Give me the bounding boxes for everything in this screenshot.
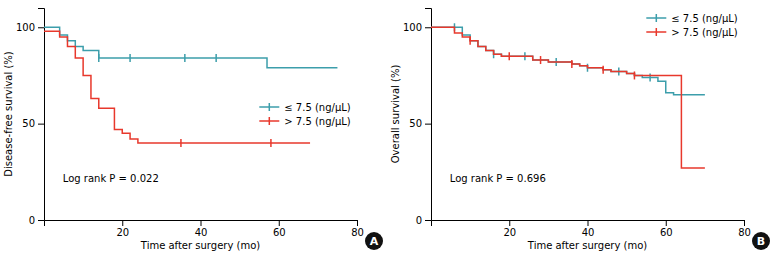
tick-label: 20 bbox=[116, 227, 129, 238]
panel-badge-circle bbox=[365, 232, 383, 250]
legend: ≤ 7.5 (ng/μL) > 7.5 (ng/μL) bbox=[646, 13, 738, 38]
tick-mark bbox=[425, 27, 431, 28]
annotation: Log rank P = 0.022 bbox=[63, 173, 159, 184]
tick-mark bbox=[666, 220, 667, 226]
survival-curve bbox=[44, 31, 310, 143]
tick-label: 20 bbox=[503, 227, 516, 238]
chart-container: 20 40 60 80 0 50 100 Time after surgery (mo) Dis… bbox=[0, 0, 774, 254]
annotation: Log rank P = 0.696 bbox=[450, 173, 546, 184]
plot-area bbox=[44, 27, 337, 147]
tick-mark bbox=[279, 220, 280, 226]
panel: 20 40 60 80 0 50 100 Time after surgery (mo) Dis… bbox=[3, 9, 383, 252]
tick: 60 bbox=[660, 220, 673, 238]
tick-label: 40 bbox=[582, 227, 595, 238]
tick-label: 0 bbox=[29, 215, 35, 226]
tick-mark bbox=[588, 220, 589, 226]
y-axis-title: Disease-free survival (%) bbox=[3, 51, 14, 177]
tick-mark bbox=[38, 124, 44, 125]
legend-swatch-tick bbox=[269, 117, 271, 125]
survival-curve bbox=[44, 27, 337, 67]
tick-label: 60 bbox=[660, 227, 673, 238]
legend-swatch-tick bbox=[269, 103, 271, 111]
panel-label: B bbox=[757, 235, 765, 248]
legend-swatch-tick bbox=[656, 14, 658, 22]
tick-mark bbox=[744, 220, 745, 226]
legend-label: ≤ 7.5 (ng/μL) bbox=[284, 102, 351, 113]
legend-item: ≤ 7.5 (ng/μL) bbox=[646, 13, 738, 24]
survival-curve bbox=[431, 27, 705, 168]
tick-label: 80 bbox=[738, 227, 751, 238]
censor-mark bbox=[184, 54, 186, 62]
x-axis-title: Time after surgery (mo) bbox=[527, 240, 647, 251]
legend-item: ≤ 7.5 (ng/μL) bbox=[259, 102, 351, 113]
tick-label: 50 bbox=[409, 118, 422, 129]
chart-svg: 20 40 60 80 0 50 100 Time after surgery (mo) Dis… bbox=[0, 0, 774, 254]
tick: 80 bbox=[738, 220, 751, 238]
legend-label: ≤ 7.5 (ng/μL) bbox=[671, 13, 738, 24]
censor-mark bbox=[540, 56, 542, 64]
tick: 0 bbox=[29, 215, 44, 226]
censor-mark bbox=[270, 139, 272, 147]
censor-mark bbox=[634, 71, 636, 79]
survival-curve bbox=[431, 27, 705, 94]
tick: 20 bbox=[116, 220, 129, 238]
legend-label: > 7.5 (ng/μL) bbox=[671, 27, 738, 38]
tick-label: 100 bbox=[16, 22, 35, 33]
axis-line bbox=[425, 9, 432, 221]
tick-mark bbox=[201, 220, 202, 226]
tick-mark bbox=[425, 124, 431, 125]
panel-badge: A bbox=[365, 232, 383, 250]
axis-line bbox=[45, 221, 358, 227]
panel-label: A bbox=[370, 235, 379, 248]
x-axis-title: Time after surgery (mo) bbox=[140, 240, 260, 251]
tick: 0 bbox=[416, 215, 431, 226]
tick-mark bbox=[509, 220, 510, 226]
censor-mark bbox=[649, 73, 651, 81]
tick: 60 bbox=[273, 220, 286, 238]
tick: 50 bbox=[409, 118, 431, 129]
legend: ≤ 7.5 (ng/μL) > 7.5 (ng/μL) bbox=[259, 102, 351, 127]
y-axis: 0 50 100 bbox=[16, 9, 45, 226]
tick-label: 80 bbox=[351, 227, 364, 238]
tick-mark bbox=[38, 27, 44, 28]
tick-label: 60 bbox=[273, 227, 286, 238]
y-axis: 0 50 100 bbox=[403, 9, 432, 226]
tick-mark bbox=[38, 220, 44, 221]
censor-mark bbox=[215, 54, 217, 62]
tick-mark bbox=[425, 220, 431, 221]
tick: 100 bbox=[403, 22, 431, 33]
tick: 20 bbox=[503, 220, 516, 238]
y-axis-title: Overall survival (%) bbox=[390, 65, 401, 164]
tick-label: 50 bbox=[22, 118, 35, 129]
censor-mark bbox=[571, 60, 573, 68]
x-axis: 20 40 60 80 bbox=[432, 220, 751, 238]
axis-line bbox=[432, 221, 745, 227]
censor-mark bbox=[469, 37, 471, 45]
censor-mark bbox=[98, 54, 100, 62]
x-axis: 20 40 60 80 bbox=[45, 220, 364, 238]
tick: 40 bbox=[582, 220, 595, 238]
panel-badge-circle bbox=[752, 232, 770, 250]
censor-mark bbox=[180, 139, 182, 147]
tick-label: 100 bbox=[403, 22, 422, 33]
tick: 100 bbox=[16, 22, 44, 33]
censor-mark bbox=[602, 66, 604, 74]
tick-mark bbox=[122, 220, 123, 226]
axis-line bbox=[38, 9, 45, 221]
panel: 20 40 60 80 0 50 100 Time after surgery (mo) Ove… bbox=[390, 9, 770, 252]
tick-label: 0 bbox=[416, 215, 422, 226]
tick: 50 bbox=[22, 118, 44, 129]
legend-item: > 7.5 (ng/μL) bbox=[259, 116, 351, 127]
censor-mark bbox=[129, 54, 131, 62]
tick-label: 40 bbox=[195, 227, 208, 238]
tick: 80 bbox=[351, 220, 364, 238]
plot-area bbox=[431, 23, 705, 168]
tick-mark bbox=[357, 220, 358, 226]
legend-item: > 7.5 (ng/μL) bbox=[646, 27, 738, 38]
panel-badge: B bbox=[752, 232, 770, 250]
legend-label: > 7.5 (ng/μL) bbox=[284, 116, 351, 127]
tick: 40 bbox=[195, 220, 208, 238]
legend-swatch-tick bbox=[656, 28, 658, 36]
censor-mark bbox=[509, 52, 511, 60]
